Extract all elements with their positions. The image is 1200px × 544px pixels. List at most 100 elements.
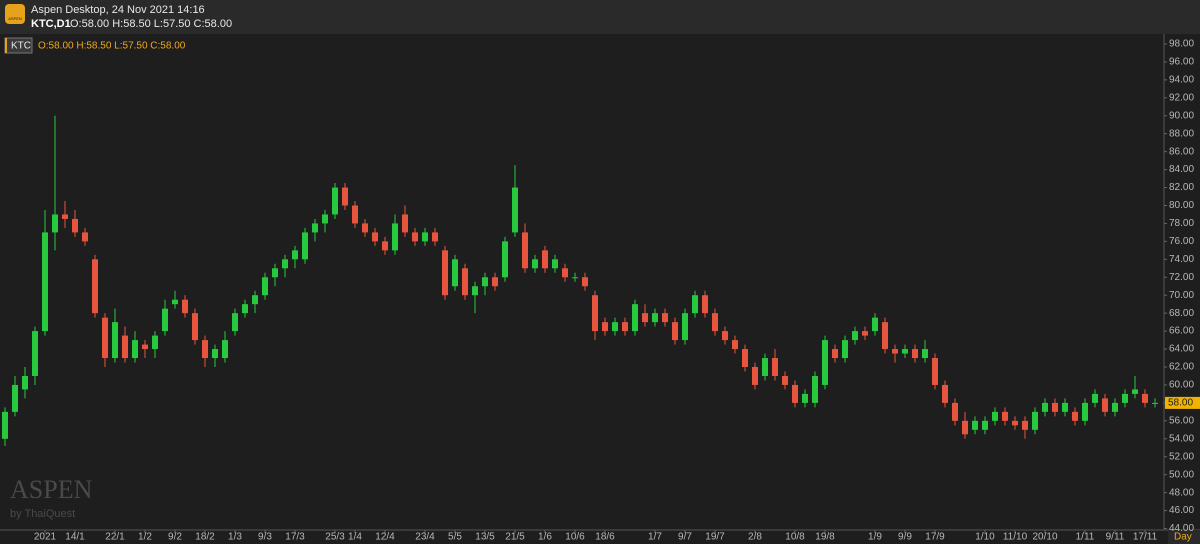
candle-body [892,349,898,354]
x-tick-label: 5/5 [448,532,462,543]
candle-body [652,313,658,323]
candle-body [2,411,8,439]
x-tick-label: 1/2 [138,532,152,543]
candle-body [602,322,608,332]
y-tick-label: 82.00 [1169,182,1194,193]
last-price-box [1165,396,1200,409]
y-tick-label: 52.00 [1169,451,1194,462]
candle-body [372,232,378,242]
watermark-brand: ASPEN [10,475,93,504]
candle-body [1122,393,1128,403]
candle-body [842,340,848,359]
y-tick-label: 74.00 [1169,254,1194,265]
logo [5,4,25,24]
candle-body [292,250,298,260]
x-tick-label: 13/5 [475,532,495,543]
x-tick-label: 21/5 [505,532,525,543]
y-tick-label: 48.00 [1169,487,1194,498]
candle-body [1022,420,1028,430]
candle-body [992,411,998,421]
candle-body [932,358,938,385]
candle-body [272,268,278,278]
candle-body [12,384,18,412]
logo-text: ASPEN [8,16,22,21]
y-tick-label: 92.00 [1169,92,1194,103]
x-tick-label: 19/7 [705,532,725,543]
candle-body [822,340,828,385]
candle-body [852,331,858,341]
timeframe[interactable]: Day [1174,532,1192,543]
x-tick-label: 25/3 [325,532,345,543]
candle-body [532,259,538,269]
candle-body [202,340,208,359]
y-tick-label: 94.00 [1169,75,1194,86]
candle-body [312,223,318,233]
timeframe-box[interactable] [1168,530,1200,544]
candle-body [432,232,438,242]
candle-body [1112,402,1118,412]
candle-body [442,250,448,296]
candle-body [102,317,108,359]
y-tick-label: 86.00 [1169,146,1194,157]
candle-body [1052,402,1058,412]
candle-body [512,187,518,233]
candle-body [1082,402,1088,421]
candle-body [782,375,788,385]
candle-body [1142,393,1148,403]
last-price-label: 58.00 [1168,398,1193,409]
x-tick-label: 17/3 [285,532,305,543]
y-tick-label: 66.00 [1169,326,1194,337]
x-tick-label: 1/7 [648,532,662,543]
candle-body [192,313,198,341]
x-tick-label: 1/4 [348,532,362,543]
x-tick-label: 10/8 [785,532,805,543]
candle-body [62,214,68,219]
candle-body [22,375,28,390]
candle-body [212,349,218,359]
candle-body [222,340,228,359]
candle-body [802,393,808,403]
candle-body [832,349,838,359]
y-tick-label: 68.00 [1169,308,1194,319]
candle-body [412,232,418,242]
candle-body [92,259,98,314]
candle-body [1152,402,1158,404]
legend-ohlc: O:58.00 H:58.50 L:57.50 C:58.00 [38,41,186,52]
watermark-by: by ThaiQuest [10,508,75,520]
x-tick-label: 1/10 [975,532,995,543]
candle-body [502,241,508,278]
candle-body [722,331,728,341]
window-ohlc: O:58.00 H:58.50 L:57.50 C:58.00 [70,18,232,30]
candle-body [392,223,398,251]
candle-body [142,344,148,350]
candle-body [302,232,308,260]
candle-body [542,250,548,269]
candle-body [692,295,698,314]
x-tick-label: 11/10 [1003,532,1028,543]
candle-body [52,214,58,233]
candle-body [1102,398,1108,412]
y-tick-label: 64.00 [1169,344,1194,355]
candle-body [702,295,708,314]
candle-body [912,349,918,359]
y-tick-label: 44.00 [1169,523,1194,534]
y-tick-label: 62.00 [1169,362,1194,373]
x-tick-label: 2/8 [748,532,762,543]
y-tick-label: 56.00 [1169,415,1194,426]
candle-body [152,335,158,350]
x-tick-label: 10/6 [565,532,585,543]
candle-body [982,420,988,430]
y-tick-label: 76.00 [1169,236,1194,247]
y-tick-label: 84.00 [1169,164,1194,175]
candle-body [252,295,258,305]
candle-body [1042,402,1048,412]
candle-body [872,317,878,332]
candle-body [462,268,468,296]
x-tick-label: 1/6 [538,532,552,543]
x-tick-label: 1/3 [228,532,242,543]
window-title: Aspen Desktop, 24 Nov 2021 14:16 [31,4,205,16]
candle-body [902,349,908,354]
candle-body [622,322,628,332]
